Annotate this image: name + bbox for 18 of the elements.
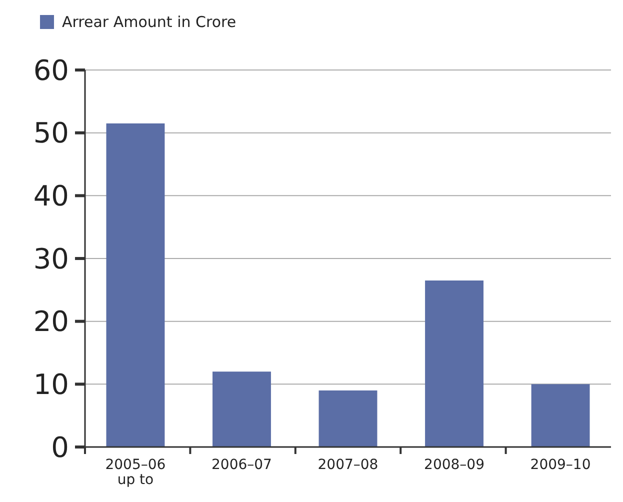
bar: [212, 372, 271, 447]
bar: [531, 384, 590, 447]
bar: [106, 123, 165, 447]
x-tick-label: 2005–06 up to: [105, 457, 166, 488]
bar: [425, 280, 484, 447]
x-tick-label: 2008–09: [424, 457, 484, 473]
x-tick-label: 2007–08: [318, 457, 378, 473]
y-tick-label: 0: [51, 430, 69, 464]
legend-label: Arrear Amount in Crore: [62, 13, 236, 31]
y-tick-label: 60: [33, 54, 69, 87]
y-tick-label: 40: [33, 179, 69, 212]
y-tick-label: 30: [33, 242, 69, 276]
y-tick-label: 20: [33, 305, 69, 338]
bar: [318, 390, 378, 447]
x-tick-label: 2009–10: [530, 457, 591, 473]
x-tick-label: 2006–07: [212, 457, 272, 473]
y-tick-label: 50: [33, 116, 69, 150]
y-tick-label: 10: [33, 368, 69, 401]
